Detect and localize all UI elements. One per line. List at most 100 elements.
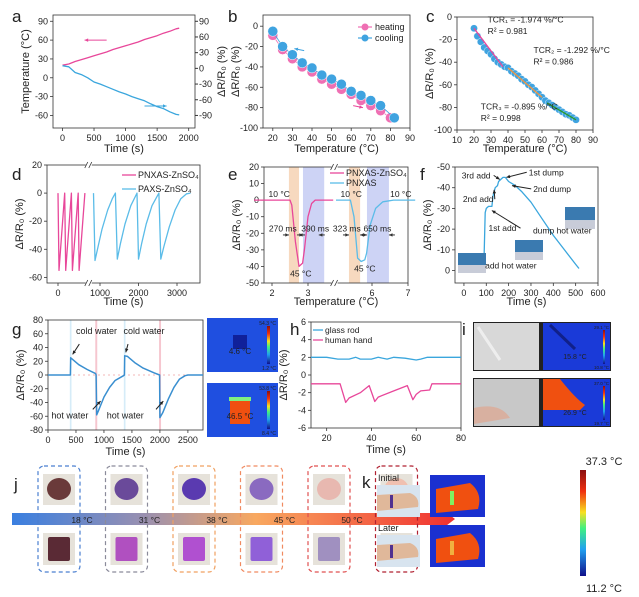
thermal-image (543, 323, 610, 370)
duration-arrow-head (363, 233, 367, 237)
axis-break-mark (330, 163, 338, 171)
x-tick-label: 30 (486, 135, 496, 145)
fit-r2-label: R² = 0.998 (481, 113, 521, 123)
temperature-label: 18 °C (71, 515, 92, 525)
x-axis-title: Time (s) (507, 296, 547, 308)
annotation: 323 ms (333, 224, 361, 234)
fit-tcr-label: TCR₂ = -1.292 %/°C (534, 45, 610, 55)
panel-letter-j: j (13, 475, 18, 494)
y-tick-label: -60 (439, 80, 452, 90)
annotation: 45 °C (354, 263, 375, 273)
data-point-cooling (296, 57, 308, 69)
x-axis-title: Time (s) (104, 296, 144, 308)
annotation: 1st add (489, 223, 517, 233)
annotation-arrow-head (511, 184, 516, 188)
x-tick-label: 1000 (94, 435, 114, 445)
y-tick-label: -20 (246, 228, 259, 238)
temperature-label: 50 °C (341, 515, 362, 525)
wrist (377, 543, 419, 561)
y-tick-label: 20 (32, 160, 42, 170)
legend-label: human hand (325, 335, 373, 345)
temperature-gradient-arrow (12, 506, 455, 532)
y-tick-label: 0 (38, 370, 43, 380)
color-scale-bar (267, 391, 270, 429)
data-point-cooling (326, 73, 337, 85)
thermal-min-temp: 1.2 °C (262, 366, 276, 372)
y-tick-label: -80 (439, 102, 452, 112)
thermal-max-temp: 37.0 °C (594, 381, 610, 386)
y2-tick-label: -30 (199, 79, 212, 89)
y2-tick-label: 60 (199, 32, 209, 42)
sample-box-4 (307, 465, 351, 573)
x-tick-label: 50 (327, 133, 337, 143)
y-tick-label: 80 (33, 315, 43, 325)
sensor-thermal (450, 491, 454, 505)
sensor-strip (390, 495, 393, 508)
data-point-cooling (375, 100, 386, 111)
y-tick-label: 30 (38, 54, 48, 64)
data-point-cooling (355, 90, 367, 101)
finger (474, 406, 510, 424)
shaded-band (366, 167, 389, 283)
x-tick-label: 300 (523, 288, 538, 298)
y-tick-label: 40 (33, 343, 43, 353)
x-tick-label: 0 (55, 288, 60, 298)
x-tick-label: 20 (268, 133, 278, 143)
x-tick-label: 2000 (128, 288, 148, 298)
hand-thermal (543, 379, 585, 410)
annotation: cold water (76, 326, 117, 336)
duration-arrow-head (285, 233, 289, 237)
x-tick-label: 40 (503, 135, 513, 145)
x-tick-label: 600 (590, 288, 605, 298)
panel-letter-f: f (420, 165, 425, 184)
y-tick-label: 0 (43, 73, 48, 83)
series-line (48, 355, 203, 419)
y-tick-label: -100 (240, 123, 258, 133)
sample-box-3 (239, 465, 284, 573)
fit-line-1 (473, 27, 504, 68)
sensor-thermal (450, 541, 454, 555)
panel-letter-a: a (12, 7, 22, 26)
thermal-image-0: 4.6 °C 54.3 °C 1.2 °C (207, 318, 278, 372)
thermal-max-temp: 54.3 °C (259, 321, 276, 327)
inset-photo-1 (515, 240, 543, 252)
y-tick-label: -20 (245, 42, 258, 52)
y-tick-label: -80 (245, 103, 258, 113)
panel-letter-c: c (426, 7, 435, 26)
thermal-min-temp: 10.8 °C (594, 365, 610, 370)
beaker-rim (229, 397, 251, 401)
axis-break-mark (84, 161, 93, 169)
x-tick-label: 400 (546, 288, 561, 298)
y-axis-title: ΔR/R₀ (%) (424, 48, 436, 99)
x-tick-label: 100 (479, 288, 494, 298)
panel-letter-d: d (12, 165, 21, 184)
data-point-cooling (267, 26, 279, 37)
plot-frame (454, 166, 599, 284)
annotation-arrow-head (495, 175, 500, 180)
plot-frame (52, 14, 196, 129)
x-tick-label: 500 (87, 133, 102, 143)
x-tick-label: 500 (68, 435, 83, 445)
x-tick-label: 1000 (116, 133, 136, 143)
legend-marker (361, 23, 369, 31)
legend-label: PNXAS (346, 178, 377, 188)
thermal-center-temp: 4.6 °C (229, 347, 252, 356)
y-tick-label: -60 (35, 110, 48, 120)
annotation: cold water (124, 326, 165, 336)
annotation-arrow-head (492, 189, 497, 194)
film-sample-2 (183, 537, 205, 561)
y2-tick-label: 0 (199, 63, 204, 73)
x-tick-label: 7 (405, 288, 410, 298)
series-line (463, 176, 580, 272)
y-tick-label: 2 (301, 352, 306, 362)
plot-frame (46, 164, 201, 284)
x-tick-label: 6 (369, 288, 374, 298)
x-tick-label: 3000 (167, 288, 187, 298)
state-label: Initial (378, 473, 399, 483)
fit-tcr-label: TCR₃ = -0.895 %/°C (481, 102, 558, 112)
glass-rod (476, 326, 502, 361)
x-tick-label: 200 (501, 288, 516, 298)
y-tick-label: 4 (301, 335, 306, 345)
